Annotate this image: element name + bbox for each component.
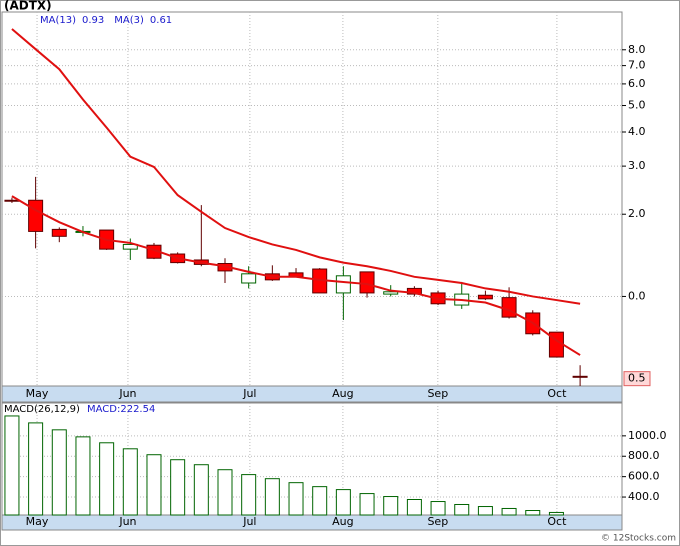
y-tick-label: 7.0 — [628, 59, 646, 72]
x-tick-label: Sep — [427, 515, 448, 528]
candle-body — [359, 271, 375, 294]
candle-body — [241, 273, 257, 284]
bar — [217, 469, 233, 516]
candle-body — [406, 287, 422, 295]
x-axis-strip — [1, 514, 623, 531]
x-tick-label: May — [26, 387, 49, 400]
bar — [28, 422, 44, 516]
bar — [146, 454, 162, 516]
legend-name: MA(3) — [114, 15, 144, 26]
bar — [99, 442, 115, 516]
y-tick-label: 1000.0 — [628, 429, 667, 442]
y-tick-label: 4.0 — [628, 125, 646, 138]
candle-body — [51, 228, 67, 237]
bar — [359, 493, 375, 516]
price-panel — [1, 11, 623, 387]
last-price-label: 0.5 — [628, 372, 646, 385]
y-tick-label: 400.0 — [628, 490, 660, 503]
y-tick-label: 800.0 — [628, 449, 660, 462]
bar — [51, 429, 67, 516]
macd-legend: MACD:222.54 — [87, 404, 155, 415]
x-tick-label: Oct — [547, 515, 567, 528]
bar — [335, 489, 351, 516]
y-tick-label: 0.0 — [628, 289, 646, 302]
x-tick-label: Sep — [427, 387, 448, 400]
x-axis-strip — [1, 385, 623, 403]
bar — [312, 486, 328, 516]
legend-value: 0.61 — [150, 15, 172, 26]
bar — [477, 506, 493, 516]
y-tick-label: 2.0 — [628, 207, 646, 220]
ma-line — [11, 28, 581, 305]
bar — [454, 503, 470, 516]
x-tick-label: Aug — [332, 387, 353, 400]
macd-panel — [1, 402, 623, 516]
candle-body — [477, 294, 493, 300]
chart-title: (ADTX) — [4, 0, 52, 13]
candle-body — [122, 243, 138, 250]
bar — [430, 501, 446, 516]
legend-name: MA(13) — [40, 15, 76, 26]
y-tick-label: 6.0 — [628, 77, 646, 90]
bar — [4, 415, 20, 516]
candle-body — [572, 375, 588, 378]
bar — [193, 464, 209, 516]
x-tick-label: May — [26, 515, 49, 528]
bar — [501, 507, 517, 516]
candle-body — [501, 297, 517, 318]
ma-line — [11, 195, 581, 356]
candle-body — [383, 291, 399, 295]
legend-value: 0.93 — [82, 15, 104, 26]
y-tick-label: 5.0 — [628, 99, 646, 112]
y-tick-label: 3.0 — [628, 159, 646, 172]
bar — [75, 436, 91, 516]
x-tick-label: Jul — [242, 515, 256, 528]
y-tick-label: 600.0 — [628, 470, 660, 483]
x-tick-label: Oct — [547, 387, 567, 400]
y-tick-label: 8.0 — [628, 43, 646, 56]
last-price-box — [623, 371, 651, 387]
candle-body — [335, 275, 351, 294]
candle-body — [4, 199, 20, 202]
bar — [548, 511, 564, 516]
x-tick-label: Jul — [242, 387, 256, 400]
bar — [122, 448, 138, 516]
bar — [170, 459, 186, 516]
macd-title: MACD(26,12,9) — [4, 404, 80, 415]
candle-body — [28, 199, 44, 232]
bar — [288, 482, 304, 516]
bar — [264, 478, 280, 516]
bar — [383, 496, 399, 516]
x-tick-label: Jun — [118, 387, 136, 400]
footer: © 12Stocks.com — [601, 534, 676, 544]
x-tick-label: Aug — [332, 515, 353, 528]
bar — [406, 498, 422, 516]
x-tick-label: Jun — [118, 515, 136, 528]
bar — [241, 474, 257, 516]
bar — [525, 510, 541, 516]
